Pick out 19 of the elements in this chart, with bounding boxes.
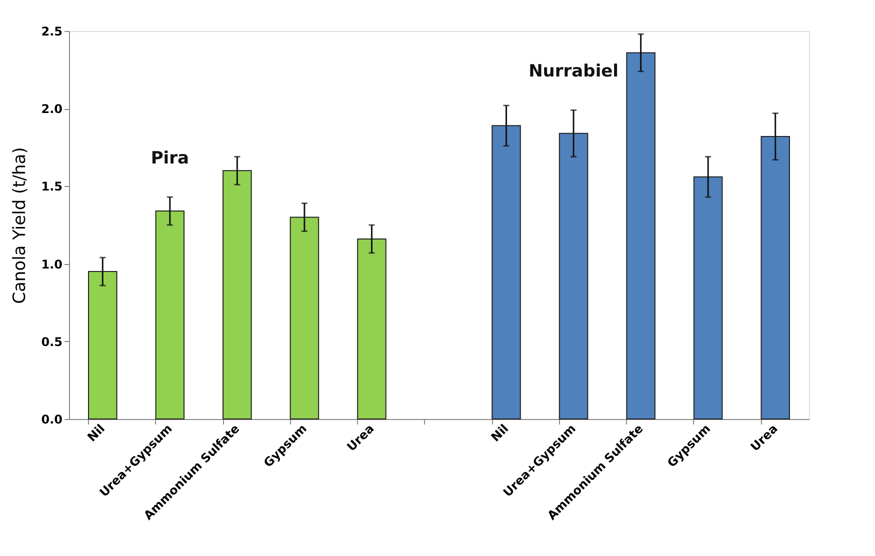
series-label: Nurrabiel bbox=[528, 61, 619, 82]
bar bbox=[492, 125, 521, 420]
y-tick-label: 1.0 bbox=[41, 257, 62, 272]
bar bbox=[290, 216, 320, 420]
bar bbox=[357, 238, 386, 420]
y-tick-label: 2.5 bbox=[41, 24, 62, 38]
bar bbox=[222, 170, 252, 420]
y-tick-label: 1.5 bbox=[41, 180, 62, 194]
y-tick-label: 0.0 bbox=[41, 412, 62, 426]
bar bbox=[760, 136, 790, 420]
bar bbox=[155, 210, 185, 420]
text: Pira bbox=[150, 148, 189, 168]
bar bbox=[626, 52, 656, 420]
y-tick-label: 0.5 bbox=[41, 334, 62, 349]
bar bbox=[558, 132, 588, 420]
y-tick-label: 2.0 bbox=[41, 102, 62, 116]
y-axis-title: Canola Yield (t/ha) bbox=[10, 147, 30, 304]
bar bbox=[88, 271, 118, 420]
bar bbox=[693, 176, 723, 420]
